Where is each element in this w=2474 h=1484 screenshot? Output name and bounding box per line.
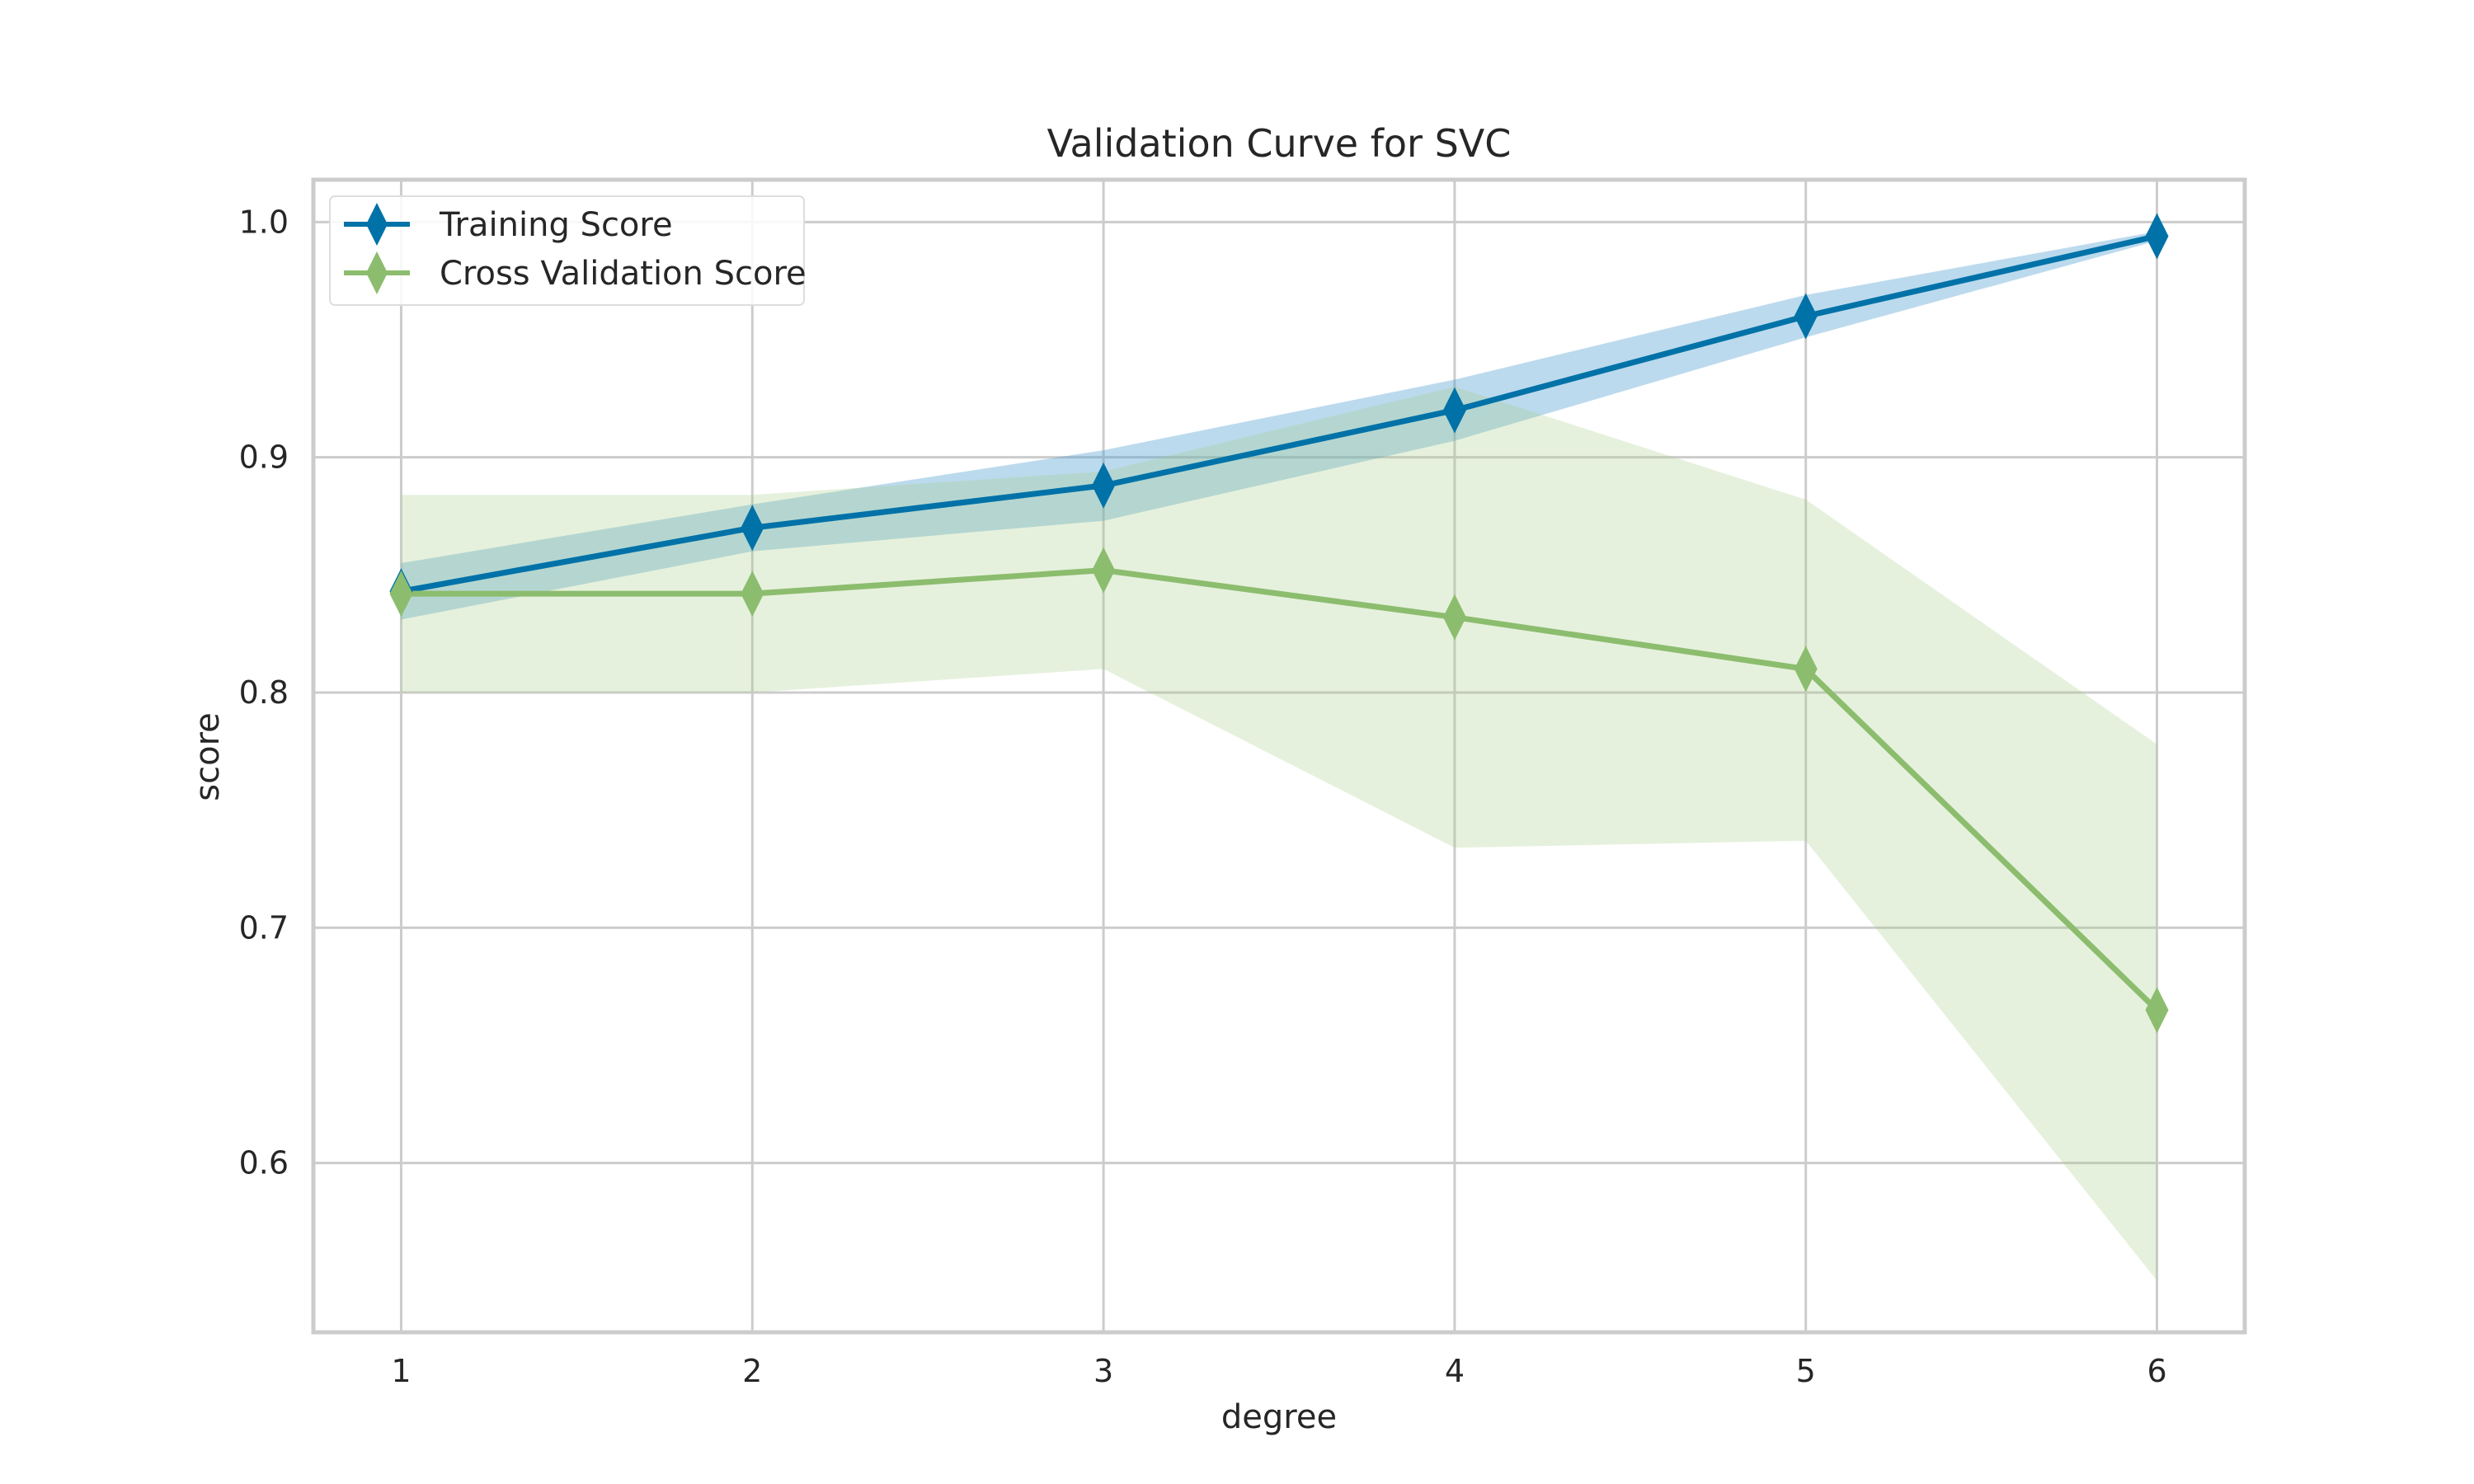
x-tick-label: 2	[742, 1353, 762, 1389]
x-tick-labels: 1 2 3 4 5 6	[391, 1353, 2166, 1389]
x-tick-label: 3	[1094, 1353, 1113, 1389]
y-tick-label: 0.6	[239, 1145, 289, 1181]
band-cross-validation-score	[401, 387, 2157, 1281]
marker-training-score	[1794, 293, 1818, 340]
marker-cross-validation-score	[389, 571, 413, 618]
x-tick-label: 4	[1445, 1353, 1465, 1389]
marker-cross-validation-score	[741, 571, 764, 618]
x-axis-label: degree	[1221, 1398, 1337, 1436]
y-tick-label: 1.0	[239, 204, 289, 240]
x-tick-label: 6	[2147, 1353, 2166, 1389]
confidence-bands	[401, 231, 2157, 1281]
x-tick-label: 1	[391, 1353, 411, 1389]
marker-training-score	[1092, 462, 1116, 509]
marker-cross-validation-score	[2145, 987, 2169, 1034]
plot-frame	[311, 177, 2247, 1335]
y-tick-label: 0.8	[239, 674, 289, 711]
y-tick-label: 0.9	[239, 439, 289, 476]
legend-box	[329, 195, 805, 306]
y-tick-label: 0.7	[239, 909, 289, 946]
series-lines	[400, 233, 2159, 1012]
chart-title: Validation Curve for SVC	[1047, 121, 1512, 166]
marker-cross-validation-score	[1442, 594, 1466, 641]
legend-label-cross-validation-score: Cross Validation Score	[440, 255, 807, 293]
series-markers	[389, 213, 2169, 1034]
line-cross-validation-score	[401, 567, 2159, 1012]
marker-cross-validation-score	[1794, 646, 1818, 693]
legend-marker-cross-validation-score	[366, 251, 388, 294]
line-training-score	[400, 233, 2158, 594]
legend: Training Score Cross Validation Score	[329, 195, 807, 306]
marker-cross-validation-score	[1092, 547, 1116, 594]
marker-training-score	[2145, 213, 2169, 260]
band-training-score	[401, 231, 2157, 620]
y-axis-label: score	[189, 712, 227, 801]
marker-training-score	[741, 505, 764, 552]
legend-marker-training-score	[366, 203, 388, 246]
marker-training-score	[1442, 387, 1466, 434]
legend-label-training-score: Training Score	[439, 206, 673, 244]
y-tick-labels: 0.6 0.7 0.8 0.9 1.0	[239, 204, 289, 1181]
x-tick-label: 5	[1796, 1353, 1816, 1389]
